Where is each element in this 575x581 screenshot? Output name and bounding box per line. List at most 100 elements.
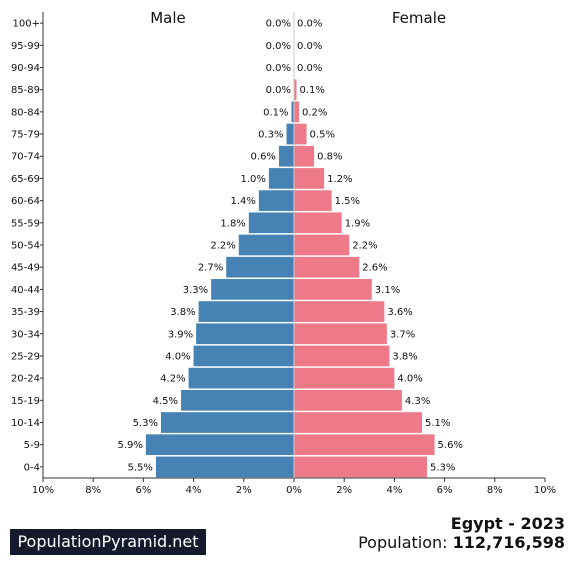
female-value-label: 0.8% (317, 152, 342, 163)
female-value-label: 0.0% (297, 41, 322, 52)
female-bar (294, 389, 402, 411)
female-bar (294, 412, 423, 433)
female-value-label: 0.0% (297, 63, 322, 74)
female-bar (294, 279, 372, 300)
male-value-label: 3.8% (170, 307, 195, 318)
x-tick-label: 6% (135, 485, 151, 496)
male-value-label: 5.9% (118, 440, 143, 451)
age-group-label: 90-94 (11, 63, 40, 74)
male-value-label: 0.1% (263, 107, 288, 118)
male-bar (291, 101, 294, 123)
age-group-label: 45-49 (11, 263, 40, 274)
male-value-label: 0.0% (266, 41, 291, 52)
age-group-label: 55-59 (11, 218, 40, 229)
population-pyramid-chart: Male Female 100+ 0.0% 0.0% 95-99 0.0% 0.0% 90-94… (11, 9, 556, 496)
female-bar (294, 256, 360, 278)
male-bar (198, 301, 294, 322)
series-title-female: Female (392, 9, 446, 27)
x-tick-label: 0% (286, 485, 302, 496)
x-tick-label: 4% (186, 485, 202, 496)
male-value-label: 0.0% (266, 63, 291, 74)
x-tick-label: 2% (336, 485, 352, 496)
age-group-label: 85-89 (11, 85, 40, 96)
male-bar (226, 256, 294, 278)
male-value-label: 1.8% (220, 218, 245, 229)
country-year: Egypt - 2023 (450, 514, 565, 533)
female-bar (294, 101, 300, 123)
female-value-label: 0.1% (300, 85, 325, 96)
male-bar (181, 389, 294, 411)
female-value-label: 1.2% (327, 174, 352, 185)
age-group-label: 70-74 (11, 152, 40, 163)
x-tick-label: 8% (487, 485, 503, 496)
male-bar (238, 234, 294, 256)
male-value-label: 2.2% (210, 241, 235, 252)
female-value-label: 5.6% (438, 440, 463, 451)
brand-logo[interactable]: PopulationPyramid.net (10, 529, 206, 555)
male-value-label: 1.4% (230, 196, 255, 207)
male-value-label: 4.2% (160, 374, 185, 385)
population-total: Population: 112,716,598 (358, 533, 565, 552)
x-tick-label: 8% (85, 485, 101, 496)
male-bar (278, 145, 294, 167)
male-bar (155, 456, 294, 478)
male-value-label: 5.3% (133, 418, 158, 429)
female-value-label: 5.1% (425, 418, 450, 429)
age-group-label: 30-34 (11, 329, 40, 340)
female-value-label: 4.3% (405, 396, 430, 407)
male-bar (196, 323, 294, 345)
female-bar (294, 456, 428, 478)
female-bar (294, 145, 315, 167)
population-value: 112,716,598 (452, 533, 565, 552)
female-value-label: 0.0% (297, 19, 322, 30)
female-bar (294, 212, 342, 234)
x-tick-label: 2% (236, 485, 252, 496)
female-value-label: 1.5% (335, 196, 360, 207)
female-bar (294, 168, 325, 189)
age-group-label: 65-69 (11, 174, 40, 185)
x-tick-label: 6% (437, 485, 453, 496)
female-value-label: 2.6% (362, 263, 387, 274)
male-bar (258, 190, 294, 211)
male-value-label: 3.3% (183, 285, 208, 296)
male-bar (248, 212, 294, 234)
female-bar (294, 79, 297, 101)
age-group-label: 5-9 (24, 440, 40, 451)
male-value-label: 0.3% (258, 130, 283, 141)
female-value-label: 3.8% (392, 351, 417, 362)
male-value-label: 4.5% (153, 396, 178, 407)
female-bar (294, 301, 385, 322)
population-label: Population: (358, 533, 453, 552)
female-value-label: 0.2% (302, 107, 327, 118)
age-group-label: 75-79 (11, 130, 40, 141)
x-tick-label: 10% (32, 485, 54, 496)
series-title-male: Male (150, 9, 186, 27)
female-bar (294, 345, 390, 367)
age-group-label: 15-19 (11, 396, 40, 407)
female-value-label: 3.1% (375, 285, 400, 296)
age-group-label: 0-4 (24, 462, 40, 473)
female-value-label: 3.6% (387, 307, 412, 318)
age-group-label: 10-14 (11, 418, 40, 429)
female-bar (294, 323, 387, 345)
female-value-label: 2.2% (352, 241, 377, 252)
female-bar (294, 367, 395, 389)
male-bar (160, 412, 294, 433)
female-bar (294, 190, 332, 211)
age-group-label: 25-29 (11, 351, 40, 362)
male-bar (211, 279, 294, 300)
age-group-label: 100+ (13, 19, 40, 30)
x-tick-label: 10% (534, 485, 556, 496)
female-value-label: 0.5% (310, 130, 335, 141)
female-bar (294, 234, 350, 256)
male-bar (268, 168, 294, 189)
male-bar (286, 123, 294, 145)
female-value-label: 4.0% (397, 374, 422, 385)
female-value-label: 3.7% (390, 329, 415, 340)
male-value-label: 0.0% (266, 19, 291, 30)
male-bar (193, 345, 294, 367)
male-value-label: 1.0% (240, 174, 265, 185)
male-value-label: 0.6% (251, 152, 276, 163)
age-group-label: 20-24 (11, 374, 40, 385)
female-value-label: 5.3% (430, 462, 455, 473)
